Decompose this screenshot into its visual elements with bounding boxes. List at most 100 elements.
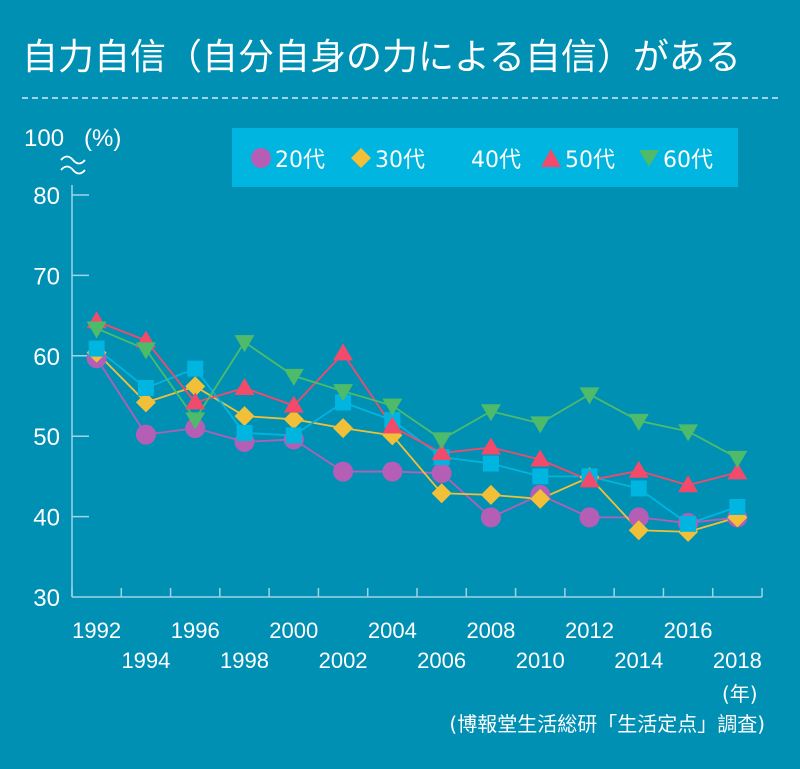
data-point-60代 [86,321,107,339]
triangle-up-marker-icon [541,148,561,167]
data-point-30代 [480,484,501,505]
data-point-50代 [628,460,649,478]
x-tick-label: 2008 [466,618,515,643]
y-top-label: 100 [24,125,64,152]
data-point-50代 [678,475,699,493]
data-point-40代 [187,360,204,377]
data-point-60代 [382,398,403,416]
data-point-40代 [729,498,746,515]
data-point-60代 [579,387,600,405]
x-tick-label: 1998 [220,648,269,673]
data-point-40代 [88,340,105,357]
data-point-60代 [135,342,156,360]
legend-item-60s: 60代 [638,128,713,187]
legend-item-40s: 40代 [446,128,521,187]
data-point-50代 [530,449,551,467]
data-point-50代 [185,392,206,410]
data-point-30代 [530,488,551,509]
data-point-40代 [236,424,253,441]
data-point-20代 [333,461,354,482]
y-tick-label: 30 [33,585,60,612]
legend-label: 20代 [275,147,325,173]
data-point-20代 [628,507,649,528]
data-point-40代 [680,515,697,532]
data-point-40代 [630,480,647,497]
y-tick-label: 80 [33,183,60,210]
x-tick-label: 1992 [72,618,121,643]
square-marker-icon [448,148,466,167]
data-point-50代 [480,437,501,455]
data-point-20代 [480,507,501,528]
data-point-60代 [283,368,304,386]
x-tick-label: 1994 [121,648,170,673]
legend-label: 60代 [663,147,713,173]
data-point-50代 [333,343,354,361]
x-tick-label: 2016 [664,618,713,643]
data-point-20代 [579,507,600,528]
x-tick-label: 2002 [319,648,368,673]
x-tick-label: 2012 [565,618,614,643]
data-point-20代 [431,463,452,484]
legend-label: 40代 [471,147,521,173]
data-point-60代 [185,412,206,430]
series-markers [86,311,748,542]
y-tick-label: 70 [33,263,60,290]
data-point-60代 [234,335,255,353]
data-point-60代 [678,424,699,442]
series-line-50代 [96,320,738,487]
x-tick-label: 1996 [171,618,220,643]
data-point-60代 [628,413,649,431]
y-tick-label: 40 [33,505,60,532]
x-tick-label: 2018 [713,648,762,673]
legend-label: 50代 [565,147,615,173]
data-point-60代 [431,432,452,450]
break-wave [60,155,86,165]
x-tick-label: 2014 [614,648,663,673]
data-point-50代 [234,377,255,395]
data-point-50代 [431,443,452,461]
x-tick-label: 2010 [516,648,565,673]
data-point-60代 [530,416,551,434]
axis-break-icon [60,155,86,175]
data-point-50代 [283,395,304,413]
break-wave [60,165,86,175]
x-tick-label: 2000 [269,618,318,643]
y-tick-label: 50 [33,424,60,451]
x-axis-unit: (年) [722,682,758,706]
axes [60,155,763,598]
data-point-30代 [431,483,452,504]
data-point-60代 [333,384,354,402]
legend-label: 30代 [375,147,425,173]
diamond-marker-icon [351,147,371,168]
data-point-30代 [185,376,206,397]
data-point-20代 [135,424,156,445]
data-point-50代 [579,470,600,488]
data-point-30代 [283,409,304,430]
data-point-50代 [727,462,748,480]
legend-item-30s: 30代 [350,128,425,187]
x-tick-label: 2004 [368,618,417,643]
chart-title: 自力自信（自分自身の力による自信）がある [22,37,741,78]
title-divider [22,97,778,99]
legend-item-20s: 20代 [250,128,325,187]
data-point-40代 [285,427,302,444]
data-point-40代 [532,468,549,485]
y-axis-unit: (%) [84,125,121,152]
data-point-60代 [480,404,501,422]
data-point-20代 [382,461,403,482]
source-note: (博報堂生活総研「生活定点」調査) [449,712,765,736]
data-point-30代 [333,418,354,439]
x-tick-label: 2006 [417,648,466,673]
data-point-40代 [335,394,352,411]
data-point-30代 [234,406,255,427]
data-point-60代 [727,450,748,468]
legend-item-50s: 50代 [540,128,615,187]
y-tick-label: 60 [33,344,60,371]
data-point-40代 [482,455,499,472]
series-line-40代 [96,347,738,525]
triangle-down-marker-icon [639,149,659,167]
data-point-50代 [382,416,403,434]
data-point-30代 [628,520,649,541]
